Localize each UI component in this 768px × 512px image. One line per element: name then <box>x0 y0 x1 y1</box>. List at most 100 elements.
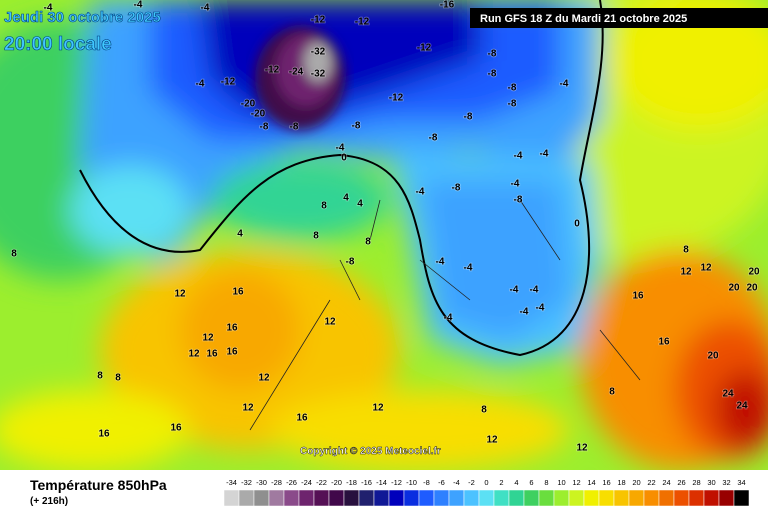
legend-swatch <box>688 489 705 507</box>
legend-swatch <box>493 489 510 507</box>
contour-label: 16 <box>206 349 218 360</box>
contour-label: -16 <box>440 0 455 11</box>
contour-label: 8 <box>313 231 319 242</box>
contour-label: 16 <box>296 413 308 424</box>
contour-label: -4 <box>530 285 539 296</box>
contour-label: -8 <box>260 122 269 133</box>
legend-swatch <box>433 489 450 507</box>
legend-swatch <box>283 489 300 507</box>
contour-label: 16 <box>226 323 238 334</box>
contour-label: -4 <box>540 149 549 160</box>
legend-swatch <box>358 489 375 507</box>
contour-label: -12 <box>311 15 326 26</box>
contour-label: -20 <box>251 109 266 120</box>
legend-label: 2 <box>499 478 503 487</box>
legend-swatch <box>298 489 315 507</box>
contour-label: 4 <box>357 199 363 210</box>
contour-label: 12 <box>188 349 200 360</box>
legend-label: 6 <box>529 478 533 487</box>
legend-label: 14 <box>587 478 595 487</box>
contour-label: -8 <box>464 112 473 123</box>
contour-label: -8 <box>290 122 299 133</box>
legend-label: 34 <box>737 478 745 487</box>
contour-label: 0 <box>341 153 347 164</box>
contour-label: -8 <box>452 183 461 194</box>
legend-swatch <box>238 489 255 507</box>
contour-label: -24 <box>289 67 304 78</box>
contour-label: -12 <box>417 43 432 54</box>
contour-label: 12 <box>700 263 712 274</box>
legend-label: 10 <box>557 478 565 487</box>
legend-swatch <box>628 489 645 507</box>
contour-label: 16 <box>232 287 244 298</box>
contour-label: 24 <box>736 401 748 412</box>
contour-label: -4 <box>416 187 425 198</box>
legend-swatch <box>253 489 270 507</box>
contour-label: 12 <box>258 373 270 384</box>
contour-label: -8 <box>508 99 517 110</box>
contour-label: 8 <box>365 237 371 248</box>
contour-label: 16 <box>98 429 110 440</box>
contour-label: -4 <box>514 151 523 162</box>
contour-label: 12 <box>242 403 254 414</box>
contour-label: -4 <box>560 79 569 90</box>
contour-label: 16 <box>226 347 238 358</box>
contour-label: -32 <box>311 69 326 80</box>
contour-label: 8 <box>11 249 17 260</box>
legend-label: 26 <box>677 478 685 487</box>
run-info: Run GFS 18 Z du Mardi 21 octobre 2025 <box>480 13 687 25</box>
legend-swatch <box>658 489 675 507</box>
legend-swatch <box>553 489 570 507</box>
contour-label: 12 <box>174 289 186 300</box>
legend-swatch <box>223 489 240 507</box>
legend-label: 18 <box>617 478 625 487</box>
forecast-time: 20:00 locale <box>4 34 112 55</box>
contour-label: 8 <box>115 373 121 384</box>
contour-label: -4 <box>444 313 453 324</box>
contour-label: -4 <box>196 79 205 90</box>
contour-label: 8 <box>609 387 615 398</box>
contour-label: 8 <box>683 245 689 256</box>
legend-swatch <box>538 489 555 507</box>
legend-swatch <box>328 489 345 507</box>
legend-label: 20 <box>632 478 640 487</box>
legend-swatch <box>673 489 690 507</box>
legend-label: 32 <box>722 478 730 487</box>
legend-swatch <box>703 489 720 507</box>
contour-label: -8 <box>508 83 517 94</box>
footer-lead: (+ 216h) <box>30 496 68 507</box>
contour-label: 20 <box>707 351 719 362</box>
contour-label: 8 <box>97 371 103 382</box>
legend-swatch <box>388 489 405 507</box>
legend-label: 12 <box>572 478 580 487</box>
legend-swatch <box>373 489 390 507</box>
legend-label: -14 <box>376 478 387 487</box>
legend-label: -20 <box>331 478 342 487</box>
legend-label: 0 <box>484 478 488 487</box>
legend-swatch <box>583 489 600 507</box>
contour-label: 12 <box>680 267 692 278</box>
legend-swatch <box>343 489 360 507</box>
footer-title: Température 850hPa <box>30 477 167 493</box>
legend-label: 4 <box>514 478 518 487</box>
contour-label: 8 <box>481 405 487 416</box>
legend-label: 8 <box>544 478 548 487</box>
legend-label: -18 <box>346 478 357 487</box>
contour-label: -20 <box>241 99 256 110</box>
contour-label: 12 <box>372 403 384 414</box>
contour-label: -12 <box>265 65 280 76</box>
contour-label: 12 <box>486 435 498 446</box>
contour-label: -12 <box>355 17 370 28</box>
legend-swatch <box>643 489 660 507</box>
contour-label: -8 <box>514 195 523 206</box>
legend-label: -16 <box>361 478 372 487</box>
legend-swatch <box>463 489 480 507</box>
contour-label: -8 <box>488 49 497 60</box>
contour-label: -4 <box>336 143 345 154</box>
contour-label: -4 <box>536 303 545 314</box>
legend-label: 30 <box>707 478 715 487</box>
legend-swatch <box>718 489 735 507</box>
run-box <box>470 8 768 28</box>
legend-label: -8 <box>423 478 430 487</box>
legend-label: -24 <box>301 478 312 487</box>
